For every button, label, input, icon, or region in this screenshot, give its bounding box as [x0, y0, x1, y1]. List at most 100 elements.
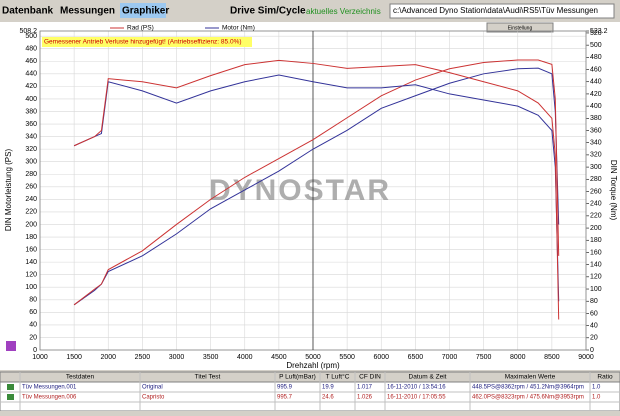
y-tick-label: 80 — [29, 297, 37, 304]
x-tick-label: 2000 — [100, 354, 116, 361]
series-line — [73, 59, 560, 306]
y2-tick-label: 240 — [590, 201, 602, 208]
x-tick-label: 8500 — [544, 354, 560, 361]
table-header: Datum & Zeit — [409, 374, 447, 381]
y-tick-label: 0 — [33, 347, 37, 354]
y-tick-label: 300 — [25, 159, 37, 166]
x-tick-label: 3500 — [203, 354, 219, 361]
table-header-bg — [0, 371, 620, 383]
y-tick-label: 460 — [25, 58, 37, 65]
x-tick-label: 7500 — [476, 354, 492, 361]
y-tick-label: 200 — [25, 221, 37, 228]
y-tick-label: 480 — [25, 46, 37, 53]
table-header: P Luft(mBar) — [279, 374, 316, 381]
settings-button[interactable] — [486, 22, 554, 33]
x-tick-label: 2500 — [135, 354, 151, 361]
y-tick-label: 260 — [25, 184, 37, 191]
watermark: DYNOSTAR — [209, 174, 391, 207]
x-tick-label: 7000 — [442, 354, 458, 361]
warning-text: Gemessener Antrieb Verluste hinzugefügt!… — [44, 39, 242, 46]
y2-tick-label: 500 — [590, 42, 602, 49]
y2-tick-label: 60 — [590, 310, 598, 317]
y2-tick-label: 200 — [590, 225, 602, 232]
table-header: T Luft°C — [326, 373, 350, 381]
y2-tick-label: 120 — [590, 274, 602, 281]
y-tick-label: 340 — [25, 133, 37, 140]
table-cell: 19.9 — [322, 385, 334, 391]
row-icon[interactable] — [7, 384, 14, 390]
y-axis-label: DIN Motorleistung (PS) — [4, 149, 13, 232]
y2-tick-label: 20 — [590, 335, 598, 342]
y-tick-label: 360 — [25, 121, 37, 128]
table-cell: 24.6 — [322, 395, 334, 401]
y-tick-label: 220 — [25, 209, 37, 216]
x-tick-label: 6500 — [408, 354, 424, 361]
y-tick-label: 60 — [29, 309, 37, 316]
directory-label: aktuelles Verzeichnis — [306, 7, 381, 16]
x-tick-label: 4500 — [271, 354, 287, 361]
series-line — [73, 59, 560, 320]
nav-button[interactable] — [6, 341, 16, 351]
y2-tick-label: 523.2 — [590, 28, 608, 35]
y-tick-label: 380 — [25, 108, 37, 115]
y-tick-label: 500 — [25, 33, 37, 40]
y2-tick-label: 320 — [590, 152, 602, 159]
y2-tick-label: 440 — [590, 79, 602, 86]
directory-path: c:\Advanced Dyno Station\data\Audi\RS5\T… — [393, 6, 598, 15]
x-tick-label: 5500 — [339, 354, 355, 361]
table-cell: Original — [142, 385, 163, 391]
menu-item[interactable]: Datenbank — [2, 6, 54, 17]
row-icon[interactable] — [7, 394, 14, 400]
y2-tick-label: 260 — [590, 188, 602, 195]
y-tick-label: 160 — [25, 246, 37, 253]
menu-item[interactable]: Drive Sim/Cycle — [230, 6, 306, 17]
y-tick-label: 320 — [25, 146, 37, 153]
x-axis-label: Drehzahl (rpm) — [286, 361, 340, 370]
y2-tick-label: 420 — [590, 91, 602, 98]
menu-item[interactable]: Messungen — [60, 6, 115, 17]
x-tick-label: 1500 — [66, 354, 82, 361]
table-cell: 1.026 — [357, 395, 373, 401]
y2-tick-label: 220 — [590, 213, 602, 220]
table-cell: 995.9 — [277, 385, 293, 391]
y2-tick-label: 180 — [590, 237, 602, 244]
table-header: Titel Test — [195, 374, 221, 381]
y-tick-label: 240 — [25, 196, 37, 203]
settings-label[interactable]: Einstellung — [508, 25, 533, 31]
table-header: CF DIN — [359, 374, 381, 381]
x-tick-label: 1000 — [32, 354, 48, 361]
table-cell: 1.017 — [357, 385, 373, 391]
y2-tick-label: 300 — [590, 164, 602, 171]
y-tick-label: 508.2 — [19, 28, 37, 35]
y2-tick-label: 460 — [590, 66, 602, 73]
y-tick-label: 120 — [25, 272, 37, 279]
table-header: Maximalen Werte — [505, 374, 556, 381]
x-tick-label: 5000 — [305, 354, 321, 361]
y2-tick-label: 140 — [590, 261, 602, 268]
table-header: Testdaten — [66, 374, 95, 381]
y2-tick-label: 160 — [590, 249, 602, 256]
table-cell: Tüv Messungen.006 — [22, 395, 77, 401]
y-tick-label: 280 — [25, 171, 37, 178]
y-tick-label: 400 — [25, 96, 37, 103]
menu-item[interactable]: Graphiker — [122, 6, 169, 17]
y2-tick-label: 380 — [590, 115, 602, 122]
y-tick-label: 180 — [25, 234, 37, 241]
y2-tick-label: 340 — [590, 140, 602, 147]
y-tick-label: 20 — [29, 334, 37, 341]
y2-tick-label: 480 — [590, 54, 602, 61]
y-tick-label: 420 — [25, 83, 37, 90]
x-tick-label: 4000 — [237, 354, 253, 361]
y2-tick-label: 100 — [590, 286, 602, 293]
y2-tick-label: 40 — [590, 322, 598, 329]
table-cell: 16-11-2010 / 13:54:16 — [387, 385, 446, 391]
y2-tick-label: 400 — [590, 103, 602, 110]
x-tick-label: 8000 — [510, 354, 526, 361]
y2-tick-label: 520 — [590, 30, 602, 37]
legend-label: Rad (PS) — [127, 25, 154, 32]
table-cell: 462.0PS@8323rpm / 475.6Nm@3953rpm — [472, 395, 584, 401]
y-tick-label: 140 — [25, 259, 37, 266]
legend-label: Motor (Nm) — [222, 25, 255, 32]
